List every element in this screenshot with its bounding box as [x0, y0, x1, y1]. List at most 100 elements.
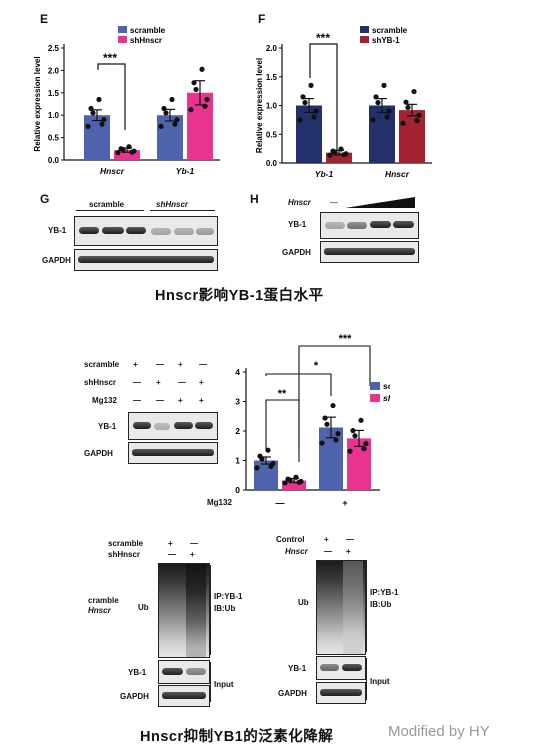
ubl-ip: IP:YB-1 [214, 592, 243, 601]
data-point [126, 144, 132, 150]
data-point [161, 105, 167, 112]
ubr-cond-control: Control [276, 535, 305, 544]
panel-h-letter: H [250, 192, 259, 206]
condition-mark: + [178, 360, 183, 369]
data-point [416, 112, 422, 118]
panel-g-letter: G [40, 192, 50, 206]
data-point [101, 117, 107, 123]
condition-mark: + [199, 378, 204, 387]
panel-f-letter: F [258, 12, 266, 26]
condition-mark: — [199, 360, 207, 369]
condition-mark: — [133, 378, 141, 387]
y-tick-label: 1.5 [48, 89, 60, 98]
data-point [96, 96, 102, 103]
y-tick-label: 0.5 [48, 134, 60, 143]
data-point [158, 123, 164, 129]
ubl-side-2: Hnscr [88, 606, 111, 615]
bar [114, 150, 140, 160]
data-point [300, 94, 306, 100]
data-point [169, 96, 175, 103]
condition-mark: + [133, 360, 138, 369]
data-point [350, 428, 356, 434]
ubr-ub-label: Ub [298, 598, 309, 607]
data-point [411, 88, 417, 95]
data-point [282, 480, 288, 486]
blot-h-label-gapdh: GAPDH [282, 248, 311, 257]
blot-h-yb1 [320, 212, 419, 239]
data-point [99, 121, 105, 127]
ubr-input-bracket [366, 658, 367, 700]
condition-mark: + [199, 396, 204, 405]
blot-mg-gapdh [128, 442, 218, 464]
blot-ubl-yb1 [158, 660, 210, 684]
blot-ubl-gapdh [158, 685, 210, 707]
data-point [285, 476, 291, 482]
condition-mark: + [168, 539, 173, 548]
cond-label-mg132: Mg132 [92, 396, 117, 405]
ubr-ip: IP:YB-1 [370, 588, 399, 597]
data-point [296, 479, 302, 486]
x-tick-label: Hnscr [385, 169, 410, 179]
condition-mark: — [346, 535, 354, 544]
bar [157, 115, 183, 160]
y-tick-label: 3 [235, 397, 240, 407]
data-point [330, 402, 336, 409]
group-bar-scramble [76, 210, 144, 211]
data-point [308, 82, 314, 88]
y-tick-label: 4 [235, 367, 240, 377]
legend-swatch [118, 26, 127, 33]
blot-ubr-yb1 [316, 656, 366, 680]
treatment-label: Hnscr [288, 198, 311, 207]
y-tick-label: 1.0 [48, 111, 60, 120]
data-point [358, 417, 364, 423]
x-tick-label: — [276, 498, 285, 508]
condition-mark: — [190, 539, 198, 548]
data-point [265, 447, 271, 453]
ubr-cond-hnscr: Hnscr [285, 547, 308, 556]
ubr-label-yb1: YB-1 [288, 664, 307, 673]
y-tick-label: 0.0 [266, 159, 278, 168]
blot-g-yb1 [74, 216, 218, 246]
y-tick-label: 2 [235, 426, 240, 436]
ubr-label-gapdh: GAPDH [278, 689, 307, 698]
data-point [327, 152, 333, 158]
ubr-input: Input [370, 677, 390, 686]
mg-xlabel: Mg132 [207, 498, 232, 507]
y-axis-label: Relative expression level [255, 58, 264, 153]
y-axis-label: Relative expression level [33, 56, 42, 151]
data-point [311, 114, 317, 120]
data-point [129, 149, 135, 155]
legend-label: shYB-1 [372, 36, 400, 45]
condition-mark: — [133, 396, 141, 405]
cond-label-scramble: scramble [84, 360, 120, 369]
condition-mark: + [346, 547, 351, 556]
data-point [118, 146, 124, 152]
data-point [254, 465, 260, 471]
data-point [191, 80, 197, 86]
legend-swatch [370, 394, 380, 402]
y-tick-label: 0 [235, 485, 240, 495]
blot-g-gapdh [74, 249, 218, 271]
ubr-ib: IB:Ub [370, 600, 392, 609]
data-point [338, 146, 344, 152]
cond-label-shhnscr: shHnscr [84, 378, 117, 387]
sig-bracket [97, 63, 126, 130]
sig-label: ** [278, 388, 287, 400]
condition-mark: — [324, 547, 332, 556]
blot-ubr-gapdh [316, 682, 366, 704]
y-tick-label: 2.5 [48, 44, 60, 53]
legend-swatch [360, 26, 369, 33]
ubl-side-1: cramble [88, 596, 119, 605]
condition-mark: + [178, 396, 183, 405]
condition-mark: — [156, 396, 164, 405]
data-point [324, 421, 330, 427]
ubl-label-yb1: YB-1 [128, 668, 147, 677]
data-point [297, 117, 303, 123]
data-point [414, 118, 420, 124]
y-tick-label: 0.0 [48, 156, 60, 165]
ubl-cond-shhnscr: shHnscr [108, 550, 141, 559]
condition-mark: + [156, 378, 161, 387]
sig-bracket [298, 345, 371, 462]
y-tick-label: 1 [235, 456, 240, 466]
